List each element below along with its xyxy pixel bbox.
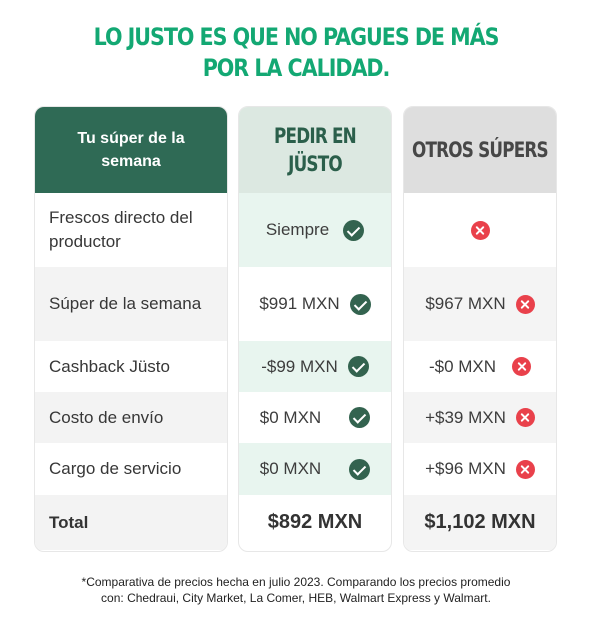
justo-header-text: PEDIR EN JÜSTO — [274, 124, 357, 176]
check-circle-icon — [347, 356, 369, 377]
otros-cell-envio: +$39 MXN — [404, 392, 556, 443]
otros-total-value: $1,102 MXN — [424, 511, 536, 533]
justo-column: PEDIR EN JÜSTO Siempre $991 MXN -$99 MXN… — [238, 106, 392, 552]
check-circle-icon — [349, 293, 371, 315]
justo-value: Siempre — [265, 220, 330, 239]
label-column-header: Tu súper de la semana — [35, 107, 227, 193]
footnote-line-2: con: Chedraui, City Market, La Comer, HE… — [101, 591, 491, 605]
row-label-super: Súper de la semana — [35, 267, 227, 341]
footnote: *Comparativa de precios hecha en julio 2… — [0, 574, 592, 606]
otros-cell-frescos — [404, 193, 556, 267]
row-label-servicio: Cargo de servicio — [49, 459, 182, 478]
otros-cell-total: $1,102 MXN — [404, 495, 556, 550]
justo-total-value: $892 MXN — [267, 511, 363, 533]
x-circle-icon — [515, 294, 535, 314]
justo-cell-total: $892 MXN — [239, 495, 391, 550]
otros-column: OTROS SÚPERS $967 MXN -$0 MXN +$39 MXN +… — [403, 106, 557, 552]
headline: LO JUSTO ES QUE NO PAGUES DE MÁS POR LA … — [41, 22, 550, 84]
headline-line-2: POR LA CALIDAD. — [202, 54, 391, 82]
justo-cell-servicio: $0 MXN — [239, 443, 391, 495]
row-label-total: Total — [35, 495, 227, 550]
row-label-envio: Costo de envío — [35, 392, 227, 443]
row-label-frescos: Frescos directo del productor — [49, 208, 193, 251]
otros-cell-super: $967 MXN — [404, 267, 556, 341]
justo-cell-super: $991 MXN — [239, 267, 391, 341]
justo-value: $0 MXN — [259, 459, 322, 478]
x-circle-icon — [470, 220, 490, 240]
otros-value: +$96 MXN — [425, 459, 506, 478]
justo-column-header: PEDIR EN JÜSTO — [239, 107, 391, 193]
justo-value: -$99 MXN — [261, 356, 338, 376]
check-circle-icon — [343, 219, 365, 241]
otros-value: -$0 MXN — [428, 356, 497, 376]
x-circle-icon — [515, 459, 535, 479]
footnote-line-1: *Comparativa de precios hecha en julio 2… — [81, 575, 511, 589]
otros-header-text: OTROS SÚPERS — [412, 138, 549, 162]
justo-cell-envio: $0 MXN — [239, 392, 391, 443]
x-circle-icon — [512, 357, 532, 376]
otros-cell-servicio: +$96 MXN — [404, 443, 556, 495]
headline-line-1: LO JUSTO ES QUE NO PAGUES DE MÁS — [93, 23, 500, 51]
check-circle-icon — [349, 407, 371, 428]
otros-value: +$39 MXN — [425, 407, 506, 427]
justo-cell-cashback: -$99 MXN — [239, 341, 391, 392]
otros-cell-cashback: -$0 MXN — [404, 341, 556, 392]
otros-value: $967 MXN — [425, 294, 506, 313]
x-circle-icon — [515, 408, 535, 427]
justo-value: $991 MXN — [259, 294, 340, 313]
row-label-cashback: Cashback Jüsto — [49, 356, 170, 376]
label-column: Tu súper de la semana Frescos directo de… — [34, 106, 228, 552]
justo-cell-frescos: Siempre — [239, 193, 391, 267]
justo-value: $0 MXN — [259, 407, 322, 427]
check-circle-icon — [349, 458, 371, 480]
otros-column-header: OTROS SÚPERS — [404, 107, 556, 193]
